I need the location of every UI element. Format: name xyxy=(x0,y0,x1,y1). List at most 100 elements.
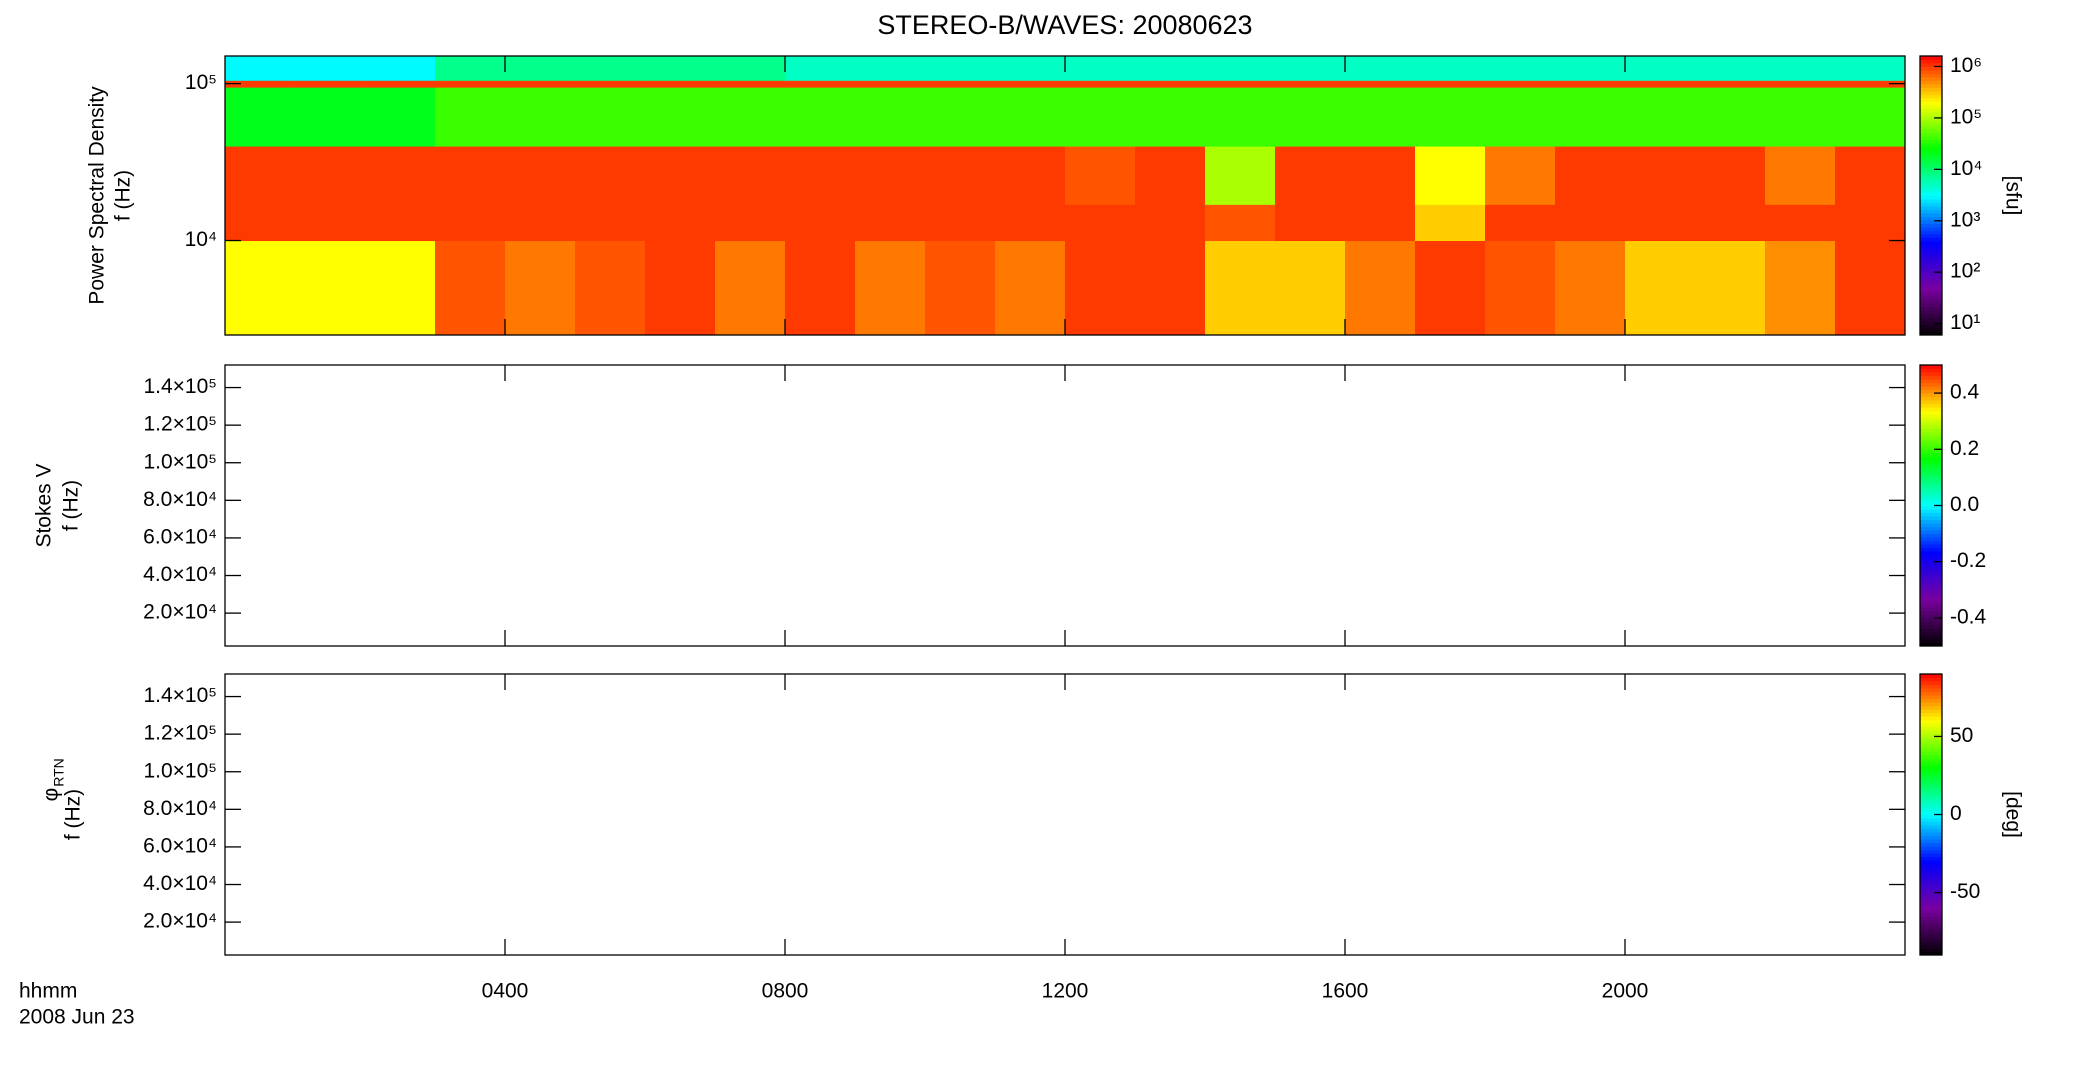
colorbar-strip xyxy=(1920,66,1942,71)
colorbar-strip xyxy=(1920,157,1942,162)
colorbar-strip xyxy=(1920,779,1942,784)
heatmap-cell xyxy=(1205,80,1276,88)
colorbar-strip xyxy=(1920,631,1942,636)
y-tick-label: 1.0×10⁵ xyxy=(143,759,217,782)
colorbar-strip xyxy=(1920,237,1942,242)
colorbar-strip xyxy=(1920,487,1942,492)
colorbar-strip xyxy=(1920,491,1942,496)
colorbar-strip xyxy=(1920,90,1942,95)
colorbar-strip xyxy=(1920,793,1942,798)
colorbar-strip xyxy=(1920,286,1942,291)
heatmap-cell xyxy=(715,56,786,81)
colorbar-strip xyxy=(1920,617,1942,622)
heatmap-cell xyxy=(225,80,296,88)
colorbar-tick-label: 10⁶ xyxy=(1950,54,1982,77)
colorbar-strip xyxy=(1920,814,1942,819)
colorbar-strip xyxy=(1920,572,1942,577)
heatmap-cell xyxy=(645,87,716,147)
heatmap-cell xyxy=(505,146,576,205)
colorbar-strip xyxy=(1920,101,1942,106)
heatmap-cell xyxy=(575,87,646,147)
colorbar-strip xyxy=(1920,638,1942,643)
colorbar-strip xyxy=(1920,537,1942,542)
colorbar-strip xyxy=(1920,132,1942,137)
colorbar-strip xyxy=(1920,677,1942,682)
heatmap-cell xyxy=(1135,56,1206,81)
heatmap-cell xyxy=(785,87,856,147)
colorbar-tick-label: 10⁴ xyxy=(1950,157,1982,180)
colorbar-strip xyxy=(1920,282,1942,287)
colorbar-strip xyxy=(1920,600,1942,605)
colorbar-strip xyxy=(1920,202,1942,207)
heatmap-cell xyxy=(1275,204,1346,242)
colorbar-strip xyxy=(1920,56,1942,60)
colorbar-strip xyxy=(1920,87,1942,92)
heatmap-cell xyxy=(365,80,436,88)
colorbar-strip xyxy=(1920,800,1942,805)
colorbar-strip xyxy=(1920,209,1942,214)
colorbar-strip xyxy=(1920,512,1942,517)
colorbar-strip xyxy=(1920,870,1942,875)
heatmap-cell xyxy=(1835,80,1906,88)
colorbar-strip xyxy=(1920,428,1942,433)
heatmap-cell xyxy=(365,56,436,81)
colorbar-strip xyxy=(1920,279,1942,284)
colorbar-strip xyxy=(1920,80,1942,85)
colorbar-strip xyxy=(1920,473,1942,478)
heatmap-cell xyxy=(575,56,646,81)
colorbar-label: [sfu] xyxy=(2001,176,2024,216)
y-tick-label: 10⁴ xyxy=(185,228,217,251)
y-tick-label: 4.0×10⁴ xyxy=(143,563,217,586)
colorbar-strip xyxy=(1920,365,1942,370)
colorbar-strip xyxy=(1920,832,1942,837)
colorbar-strip xyxy=(1920,624,1942,629)
heatmap-cell xyxy=(715,204,786,242)
heatmap-cell xyxy=(1765,240,1836,336)
colorbar-strip xyxy=(1920,551,1942,556)
colorbar-strip xyxy=(1920,379,1942,384)
colorbar-strip xyxy=(1920,919,1942,924)
colorbar-strip xyxy=(1920,300,1942,305)
colorbar-strip xyxy=(1920,846,1942,851)
colorbar-strip xyxy=(1920,153,1942,158)
x-tick-label: 2000 xyxy=(1602,980,1649,1003)
colorbar-strip xyxy=(1920,136,1942,141)
colorbar-strip xyxy=(1920,895,1942,900)
colorbar-strip xyxy=(1920,375,1942,380)
heatmap-cell xyxy=(855,56,926,81)
colorbar-strip xyxy=(1920,842,1942,847)
heatmap-cell xyxy=(1065,204,1136,242)
heatmap-cell xyxy=(1345,87,1416,147)
heatmap-cell xyxy=(1695,56,1766,81)
colorbar-strip xyxy=(1920,216,1942,221)
heatmap-cell xyxy=(1345,240,1416,336)
colorbar-strip xyxy=(1920,940,1942,945)
colorbar-strip xyxy=(1920,533,1942,538)
heatmap-cell xyxy=(645,240,716,336)
colorbar-strip xyxy=(1920,744,1942,749)
heatmap-cell xyxy=(295,56,366,81)
heatmap-cell xyxy=(925,56,996,81)
colorbar-strip xyxy=(1920,247,1942,252)
heatmap-cell xyxy=(1415,146,1486,205)
colorbar-strip xyxy=(1920,498,1942,503)
colorbar-frame xyxy=(1919,55,1943,336)
colorbar-strip xyxy=(1920,923,1942,928)
heatmap-cell xyxy=(225,146,296,205)
colorbar-strip xyxy=(1920,289,1942,294)
heatmap-cell xyxy=(505,56,576,81)
y-tick-label: 1.2×10⁵ xyxy=(143,413,217,436)
heatmap-cell xyxy=(1765,146,1836,205)
colorbar-strip xyxy=(1920,751,1942,756)
colorbar-strip xyxy=(1920,192,1942,196)
heatmap-cell xyxy=(365,204,436,242)
x-tick-label: 1600 xyxy=(1322,980,1369,1003)
colorbar-strip xyxy=(1920,863,1942,868)
heatmap-cell xyxy=(1275,146,1346,205)
colorbar-tick-label: 10¹ xyxy=(1950,311,1980,334)
colorbar-strip xyxy=(1920,684,1942,689)
colorbar-strip xyxy=(1920,69,1942,74)
heatmap-cell xyxy=(1205,146,1276,205)
colorbar-strip xyxy=(1920,501,1942,506)
colorbar-strip xyxy=(1920,431,1942,436)
